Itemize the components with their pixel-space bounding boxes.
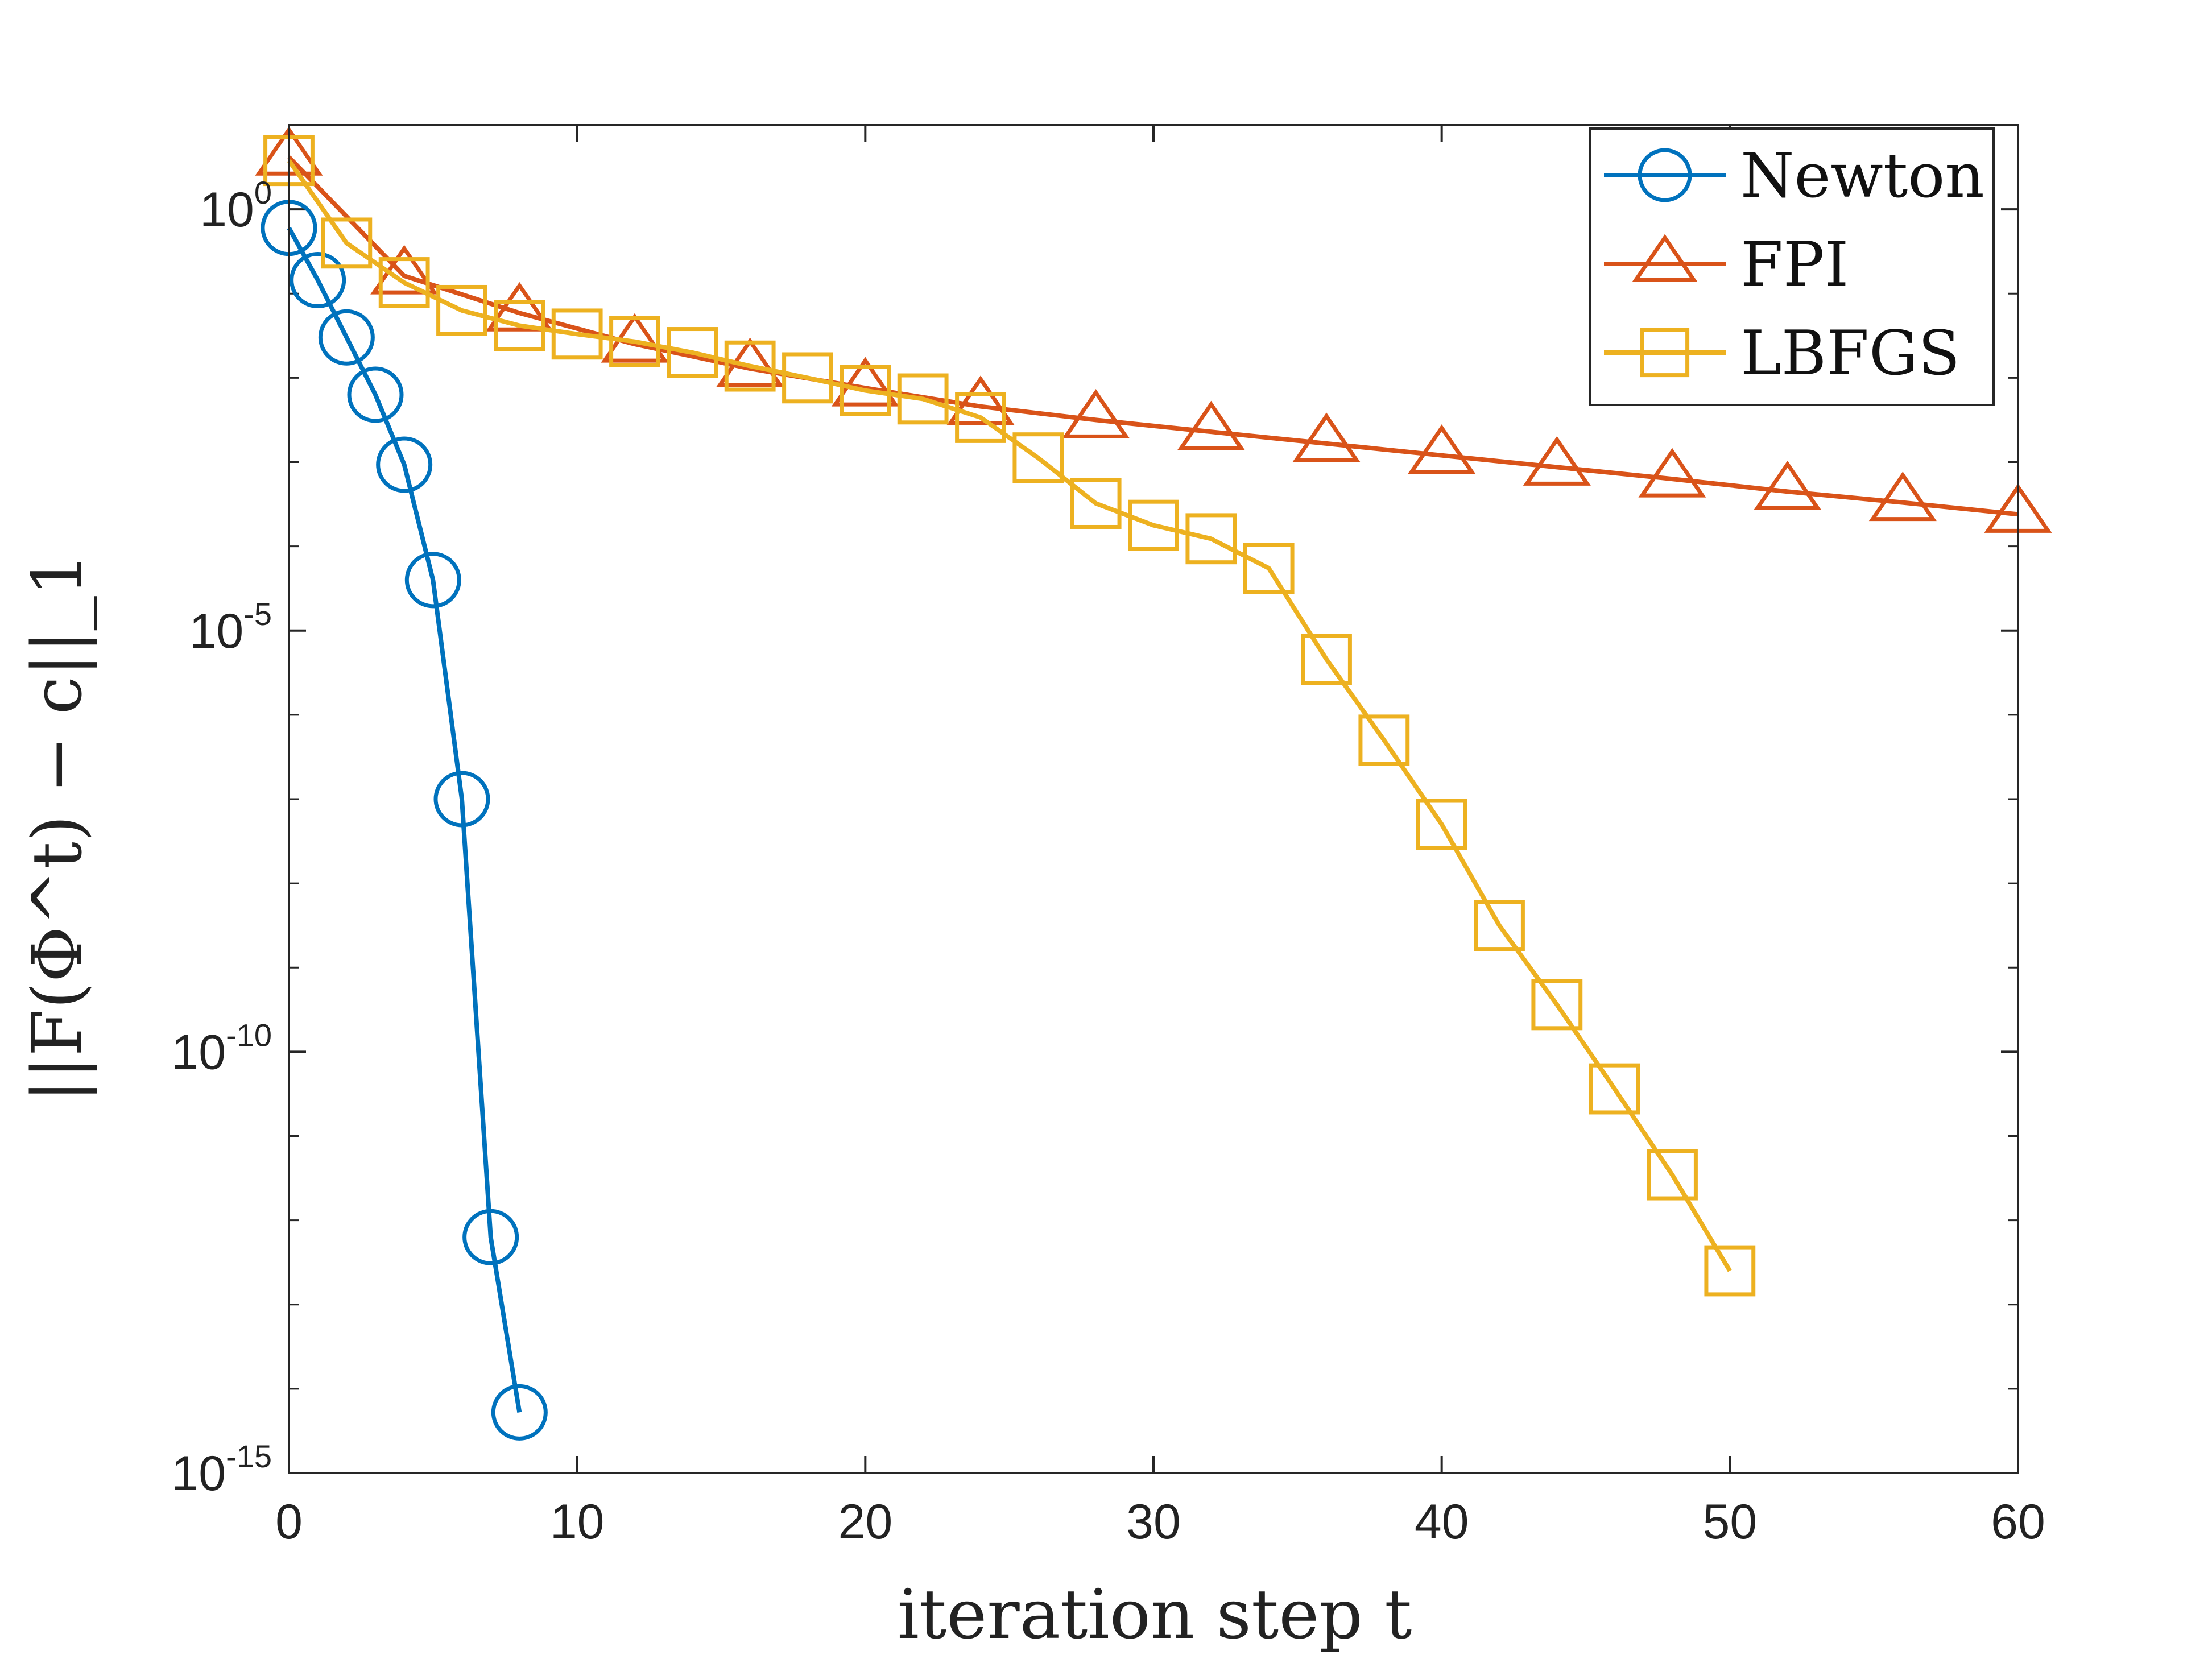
x-tick-label: 40: [1415, 1495, 1469, 1549]
axis-ticks: [288, 124, 2019, 1474]
y-axis-label: ||F(Φ^t) − c||_1: [18, 553, 97, 1102]
data-point-triangle: [1292, 412, 1361, 462]
data-point-square: [1128, 499, 1179, 551]
data-point-triangle: [1177, 400, 1245, 450]
legend-label: FPI: [1740, 229, 1849, 300]
data-point-circle: [462, 1209, 519, 1265]
x-axis-label: iteration step t: [898, 1575, 1412, 1654]
legend-label: LBFGS: [1740, 318, 1960, 389]
y-tick-label: 10-10: [171, 1017, 272, 1079]
y-tick-label: 10-5: [189, 596, 272, 659]
legend: Newton FPI LBFGS: [1589, 127, 1995, 406]
data-point-triangle: [946, 375, 1015, 425]
tick-labels: 0 10 20 30 40 50 60 100 10-5 10-10 10-15: [171, 175, 2045, 1549]
series-fpi: [255, 126, 2052, 533]
data-point-circle: [491, 1384, 548, 1441]
x-tick-label: 50: [1702, 1495, 1757, 1549]
data-point-triangle: [1523, 436, 1591, 486]
data-point-triangle: [1638, 448, 1706, 498]
data-point-square: [667, 327, 718, 378]
series-layer: [255, 126, 2052, 1441]
data-point-triangle: [1754, 460, 1822, 510]
data-point-triangle: [485, 282, 553, 332]
data-point-circle: [404, 552, 461, 609]
legend-label: Newton: [1740, 140, 1984, 212]
data-point-circle: [290, 252, 346, 309]
data-point-square: [1301, 634, 1352, 685]
x-tick-label: 0: [275, 1495, 303, 1549]
data-point-square: [1416, 799, 1467, 850]
data-point-square: [1012, 432, 1064, 483]
data-point-circle: [347, 366, 404, 423]
legend-entry-newton: Newton: [1604, 140, 1984, 212]
data-point-square: [436, 284, 487, 336]
data-point-square: [1185, 513, 1237, 565]
plot-frame: [288, 124, 2019, 1474]
data-point-square: [897, 373, 949, 425]
data-point-circle: [433, 771, 490, 828]
legend-entry-fpi: FPI: [1604, 229, 1849, 300]
x-tick-label: 60: [1991, 1495, 2045, 1549]
data-point-circle: [1638, 148, 1692, 202]
data-point-square: [782, 352, 833, 404]
data-point-square: [1070, 478, 1122, 529]
data-point-square: [1640, 328, 1690, 378]
data-point-triangle: [1062, 388, 1130, 438]
data-point-square: [955, 392, 1006, 443]
data-point-triangle: [1868, 471, 1937, 522]
data-point-square: [1531, 979, 1583, 1031]
data-point-square: [840, 365, 891, 416]
series-line-lbfgs: [287, 159, 1732, 1272]
data-point-square: [1358, 714, 1410, 766]
data-point-square: [321, 217, 373, 269]
data-point-triangle: [831, 357, 899, 407]
series-line-fpi: [287, 155, 2019, 517]
data-point-square: [1704, 1245, 1756, 1297]
data-point-square: [494, 300, 545, 351]
data-point-circle: [318, 309, 375, 366]
y-tick-label: 10-15: [171, 1438, 272, 1501]
data-point-square: [1243, 543, 1295, 594]
data-point-triangle: [1632, 234, 1698, 282]
x-tick-label: 10: [550, 1495, 605, 1549]
legend-entry-lbfgs: LBFGS: [1604, 318, 1960, 389]
y-tick-label: 100: [200, 175, 272, 237]
data-point-circle: [376, 436, 433, 493]
data-point-square: [551, 308, 603, 360]
data-point-triangle: [1408, 424, 1476, 474]
data-point-square: [1647, 1149, 1698, 1201]
data-point-square: [1474, 900, 1525, 951]
data-point-square: [378, 257, 430, 308]
x-tick-label: 30: [1126, 1495, 1181, 1549]
data-point-square: [1589, 1063, 1640, 1115]
series-lbfgs: [263, 135, 1756, 1297]
data-point-square: [609, 316, 660, 367]
data-point-square: [724, 340, 776, 392]
x-tick-label: 20: [838, 1495, 892, 1549]
series-line-newton: [287, 226, 522, 1413]
